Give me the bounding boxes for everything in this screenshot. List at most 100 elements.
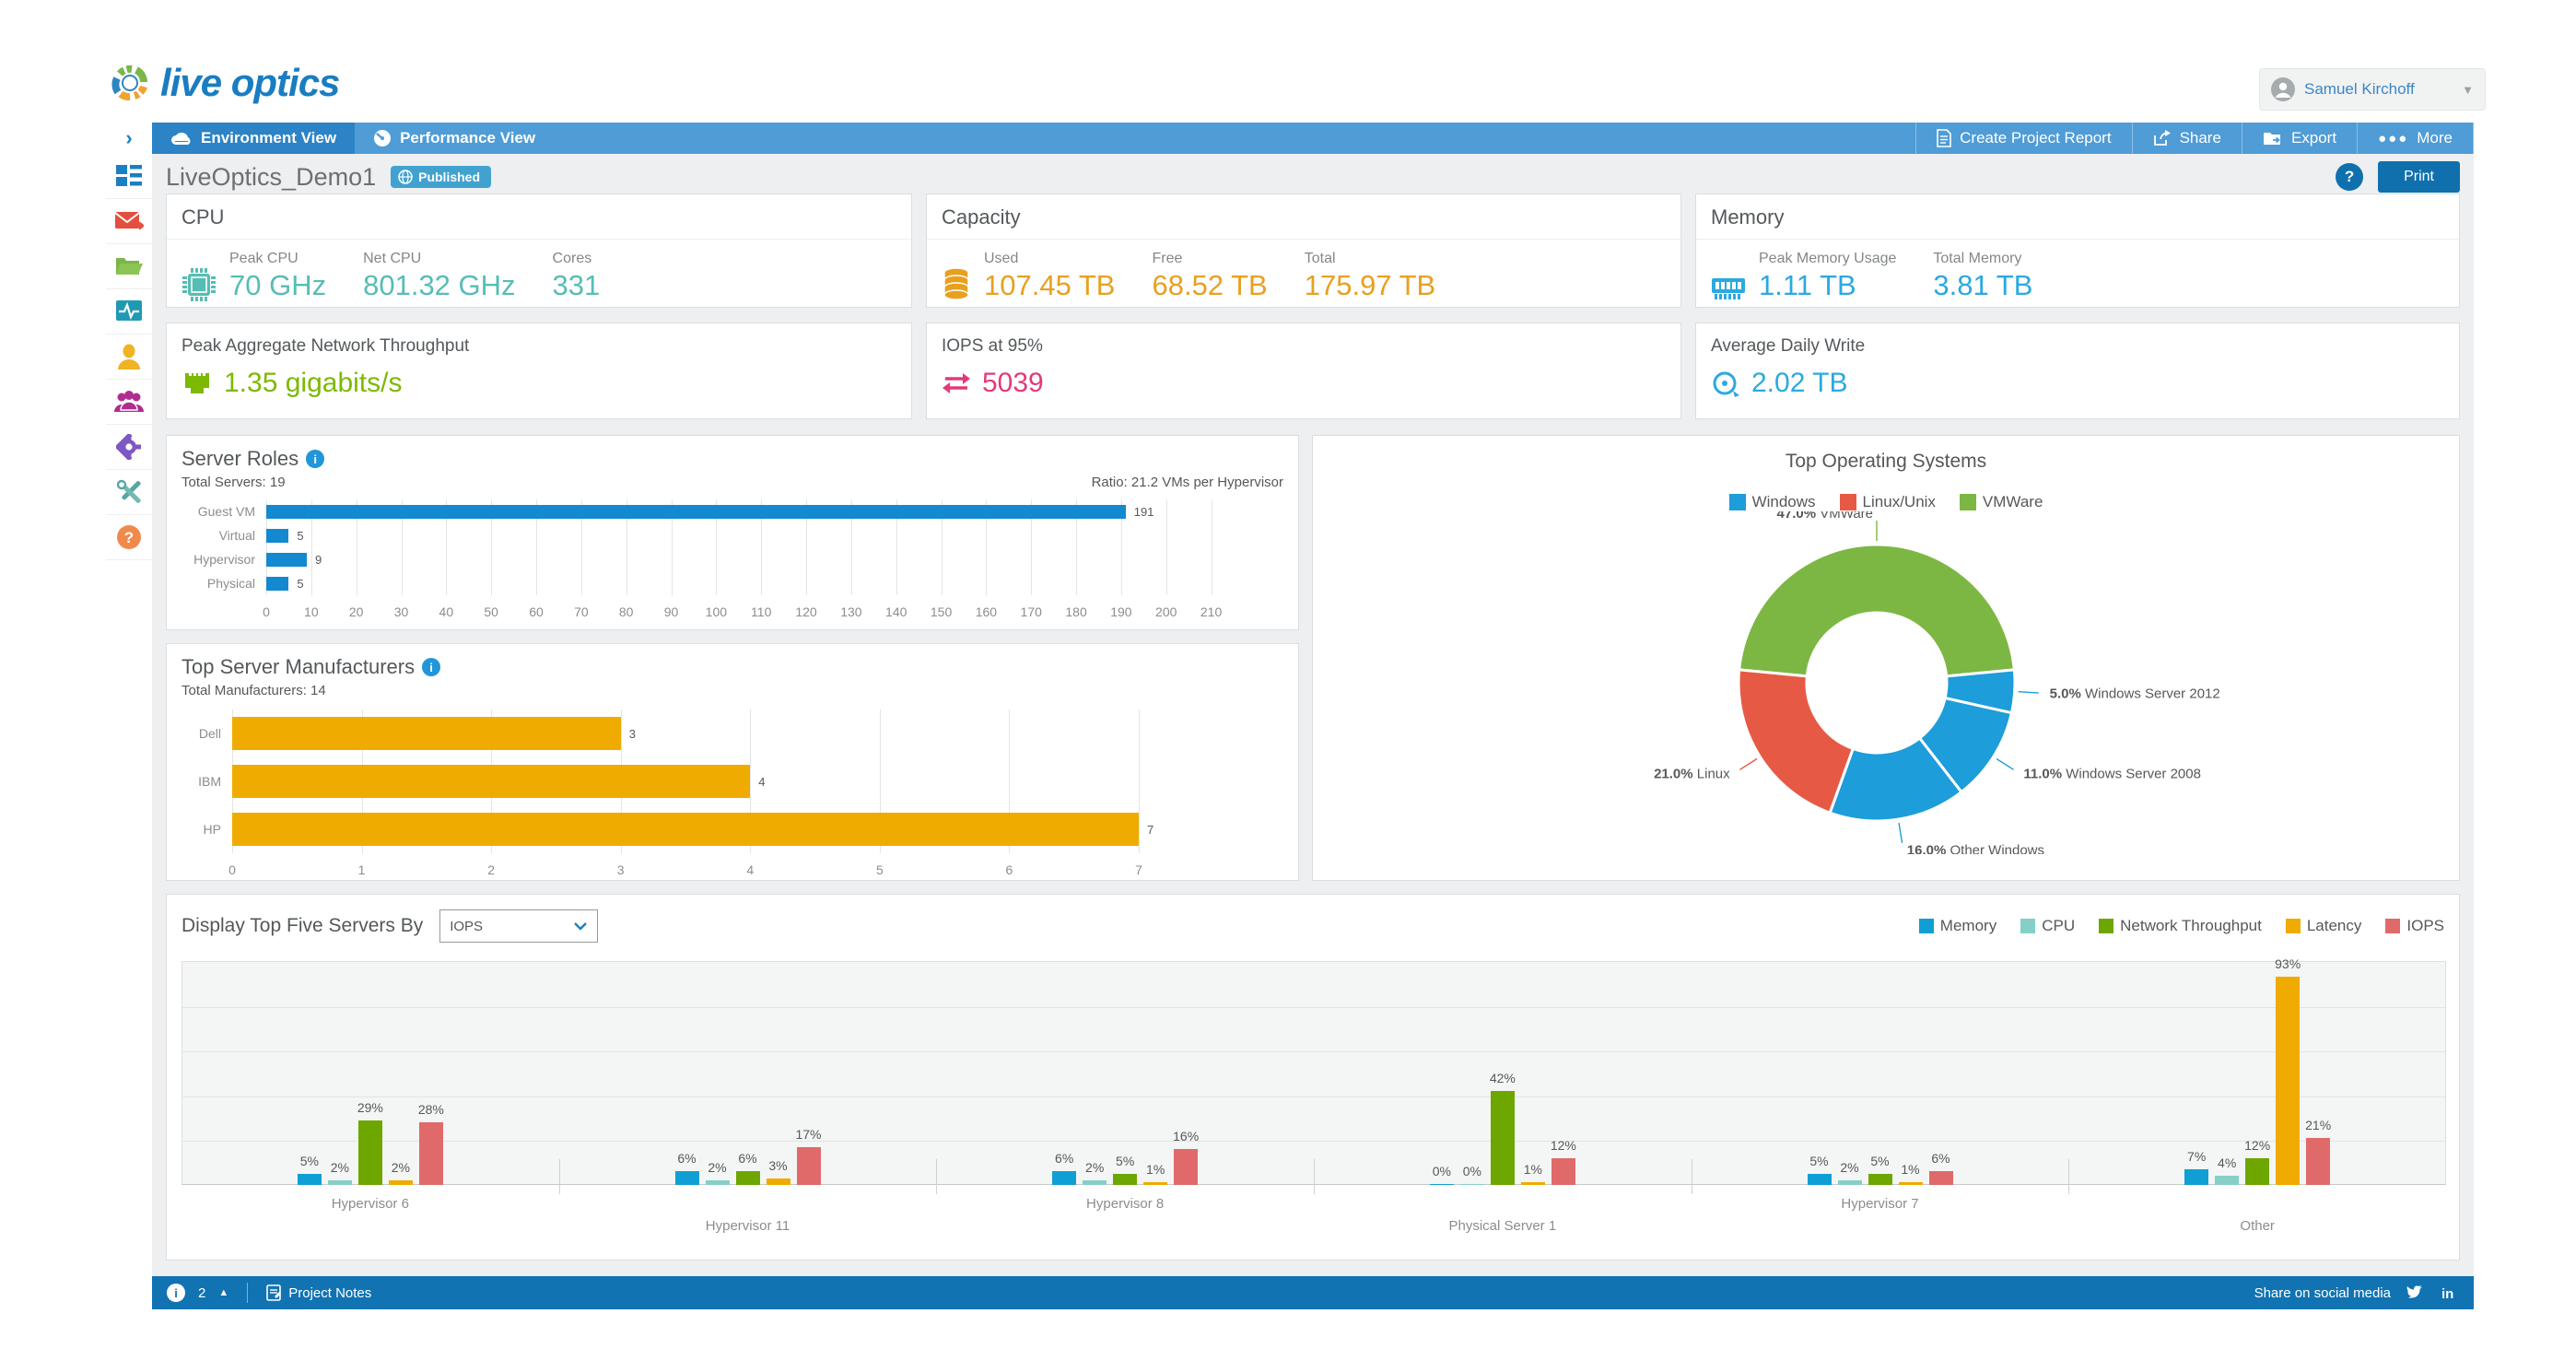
bar[interactable] [1429,1184,1454,1185]
legend-item[interactable]: Windows [1728,493,1816,511]
label-leader-line [2018,690,2039,694]
globe-icon [398,170,413,184]
donut-slice[interactable] [1738,543,2016,678]
bar[interactable] [418,1121,443,1185]
more-button[interactable]: ●●● More [2357,123,2474,154]
bar[interactable] [327,1180,352,1185]
action-label: Share [2179,129,2221,147]
gridline [896,499,897,595]
bar[interactable] [1459,1184,1484,1185]
bar[interactable] [1143,1182,1168,1185]
bar[interactable] [1807,1173,1832,1185]
bar-value-label: 42% [1489,1070,1516,1085]
bar[interactable] [266,528,289,543]
project-notes-button[interactable]: Project Notes [266,1284,371,1301]
footer-bar: i 2 ▲ Project Notes Share on social medi… [152,1276,2474,1309]
bar[interactable] [266,504,1126,519]
linkedin-icon[interactable]: in [2441,1284,2459,1301]
sidebar-item-help[interactable]: ? [106,515,152,560]
tab-environment-view[interactable]: Environment View [152,123,356,154]
bar[interactable] [1928,1171,1953,1185]
share-button[interactable]: Share [2131,123,2242,154]
bar[interactable] [674,1171,699,1185]
axis-tick-label: 20 [348,604,364,619]
group-separator [936,1159,938,1194]
bar[interactable] [735,1171,760,1185]
bar[interactable] [796,1146,821,1185]
sidebar-item-profile[interactable] [106,334,152,380]
bar[interactable] [266,576,289,591]
info-icon[interactable]: i [306,450,325,468]
bar[interactable] [2215,1176,2240,1185]
bar[interactable] [232,765,751,798]
bar-value-label: 1% [1523,1162,1542,1177]
bar-value-label: 9 [314,553,322,567]
bar[interactable] [1052,1171,1077,1185]
bar[interactable] [1551,1157,1575,1185]
bar[interactable] [357,1120,382,1185]
bar[interactable] [232,717,621,750]
tab-performance-view[interactable]: Performance View [355,123,554,154]
sidebar-item-invitations[interactable] [106,199,152,244]
legend-item[interactable]: IOPS [2385,917,2444,935]
bar-value-label: 7% [2187,1148,2207,1164]
bar[interactable] [766,1178,790,1185]
bar[interactable] [1174,1149,1199,1185]
gridline [1076,499,1078,595]
help-button[interactable]: ? [2336,163,2364,191]
legend-item[interactable]: Network Throughput [2099,917,2262,935]
legend-item[interactable]: Latency [2285,917,2361,935]
info-icon[interactable]: i [167,1284,185,1302]
dashboard-icon [116,165,142,186]
print-button[interactable]: Print [2378,161,2460,193]
sidebar-item-settings[interactable] [106,425,152,470]
bar-value-label: 4% [2218,1155,2237,1171]
bar[interactable] [232,813,1139,846]
action-label: Export [2290,129,2337,147]
legend-item[interactable]: Memory [1918,917,1996,935]
bar[interactable] [1490,1090,1515,1185]
team-icon [114,391,144,412]
user-menu[interactable]: Samuel Kirchoff ▼ [2259,68,2486,111]
sidebar-item-projects[interactable] [106,244,152,289]
bar[interactable] [705,1180,730,1185]
bar[interactable] [1898,1182,1923,1185]
metric: Net CPU 801.32 GHz [363,251,515,302]
group-separator [1314,1159,1315,1194]
bar[interactable] [266,552,307,567]
legend-item[interactable]: VMWare [1959,493,2043,511]
bar[interactable] [1868,1173,1892,1185]
export-button[interactable]: Export [2241,123,2357,154]
sidebar-collapse-button[interactable]: › [125,126,133,149]
slice-label: 11.0% Windows Server 2008 [2023,767,2201,782]
bar[interactable] [388,1180,413,1185]
bar[interactable] [2276,977,2301,1185]
card-title: Peak Aggregate Network Throughput [181,336,470,356]
bar[interactable] [1837,1180,1862,1185]
axis-tick-label: 190 [1110,604,1132,619]
user-name: Samuel Kirchoff [2304,80,2415,98]
top-servers-sort-dropdown[interactable]: IOPS [439,909,599,943]
bar[interactable] [2245,1157,2270,1185]
bar[interactable] [1520,1182,1545,1185]
sidebar-item-team[interactable] [106,380,152,425]
bar[interactable] [2306,1137,2331,1185]
caret-up-icon[interactable]: ▲ [218,1287,229,1298]
create-project-report-button[interactable]: Create Project Report [1915,123,2131,154]
info-icon[interactable]: i [422,658,441,676]
legend-swatch [2020,919,2036,933]
sidebar-item-dashboard[interactable] [106,154,152,199]
metric-value: 70 GHz [229,269,327,301]
legend-item[interactable]: Linux/Unix [1839,493,1936,511]
bar[interactable] [1083,1180,1107,1185]
bar[interactable] [2184,1168,2209,1185]
bar-value-label: 2% [391,1160,410,1176]
sidebar-item-tools[interactable] [106,470,152,515]
donut-slice[interactable] [1737,668,1856,815]
twitter-icon[interactable] [2406,1284,2426,1301]
bar[interactable] [297,1173,322,1185]
sidebar-item-performance[interactable] [106,289,152,334]
bar-value-label: 6% [738,1151,757,1167]
bar[interactable] [1113,1173,1138,1185]
legend-item[interactable]: CPU [2020,917,2075,935]
